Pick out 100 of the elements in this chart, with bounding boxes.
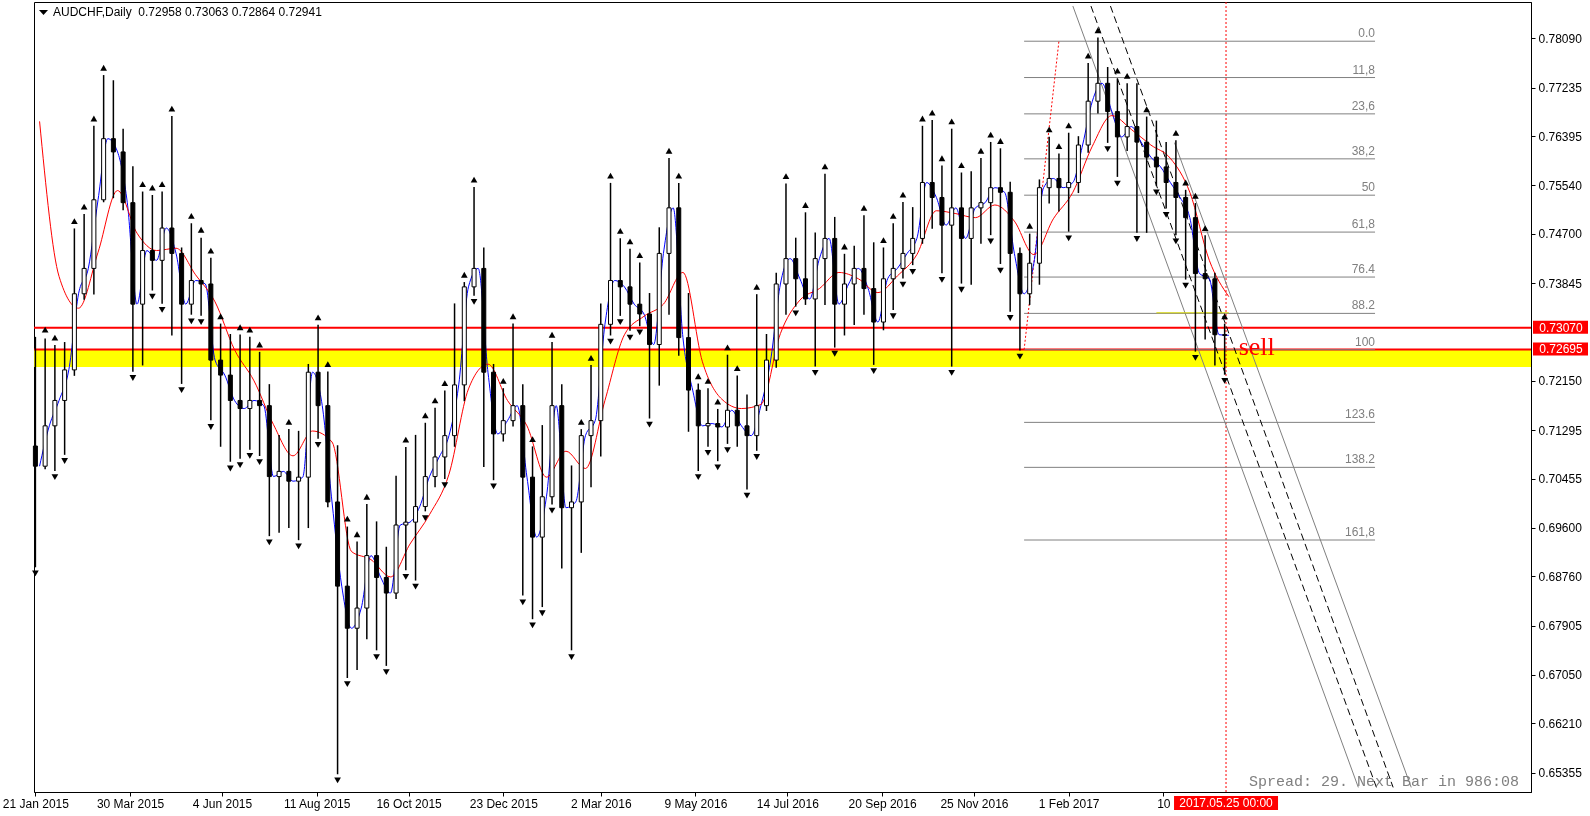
- x-tick-label: 9 May 2016: [664, 796, 728, 811]
- x-tick-label: 23 Dec 2015: [469, 796, 539, 811]
- candlestick: [997, 148, 1003, 264]
- y-tick-label: 0.73845: [1538, 276, 1583, 291]
- candlestick: [413, 434, 419, 581]
- ref-line-label: 0.73070: [1539, 320, 1584, 335]
- candlestick: [354, 541, 360, 670]
- series-label: 23,6: [1351, 98, 1376, 113]
- candlestick: [744, 394, 750, 490]
- candlestick: [734, 375, 740, 447]
- candlestick: [802, 212, 808, 305]
- y-tick-label: 0.69600: [1538, 521, 1583, 536]
- ref-line-label: 0.72695: [1539, 342, 1584, 357]
- candlestick: [1046, 136, 1052, 204]
- candlestick: [929, 120, 935, 229]
- candlestick: [1222, 323, 1228, 375]
- candlestick: [403, 446, 409, 571]
- candlestick: [1124, 83, 1130, 151]
- candlestick: [822, 173, 828, 305]
- candlestick: [1173, 140, 1179, 236]
- candlestick: [1066, 132, 1072, 232]
- candlestick: [286, 429, 292, 529]
- candlestick: [237, 334, 243, 459]
- x-tick-label: 11 Aug 2015: [283, 796, 351, 811]
- candlestick: [910, 207, 916, 266]
- series-label: 123.6: [1345, 407, 1376, 422]
- x-tick-label: 25 Nov 2016: [940, 796, 1009, 811]
- y-tick-label: 0.65355: [1538, 766, 1583, 781]
- x-tick-label: 4 Jun 2015: [192, 796, 253, 811]
- candlestick: [247, 336, 253, 450]
- candlestick: [510, 323, 516, 427]
- y-tick-label: 0.72150: [1538, 374, 1583, 389]
- y-tick-label: 0.75540: [1538, 178, 1583, 193]
- x-tick-label: 30 Mar 2015: [96, 796, 165, 811]
- candlestick: [617, 238, 623, 316]
- candlestick: [374, 521, 380, 651]
- candlestick: [1134, 83, 1140, 233]
- candlestick: [110, 80, 116, 199]
- ref-line-label: 2017.05.25 00:00: [1179, 796, 1274, 810]
- candlestick: [276, 434, 282, 533]
- series-label: 76.4: [1351, 262, 1376, 277]
- candlestick: [198, 237, 204, 316]
- candlestick: [1144, 116, 1150, 233]
- series-label: 100: [1355, 334, 1376, 349]
- candlestick: [705, 388, 711, 447]
- candlestick: [861, 215, 867, 315]
- x-tick-label: 1 Feb 2017: [1038, 796, 1100, 811]
- candlestick: [841, 253, 847, 336]
- series-label: 138.2: [1345, 452, 1376, 467]
- candlestick: [500, 388, 506, 442]
- candlestick: [432, 407, 438, 488]
- candlestick: [1153, 120, 1159, 187]
- series-label: 161,8: [1345, 525, 1376, 540]
- x-tick-label: 2 Mar 2016: [570, 796, 632, 811]
- candlestick: [188, 223, 194, 315]
- candlestick: [949, 128, 955, 367]
- series-label: 88.2: [1351, 298, 1376, 313]
- candlestick: [296, 430, 302, 541]
- candlestick: [471, 186, 477, 296]
- candlestick: [257, 351, 263, 456]
- chart-title: AUDCHF,Daily 0.72958 0.73063 0.72864 0.72941: [53, 5, 322, 19]
- x-tick-label: 10: [1157, 796, 1171, 811]
- candlestick: [442, 390, 448, 480]
- candlestick: [383, 546, 389, 666]
- candlestick: [724, 354, 730, 444]
- y-tick-label: 0.74700: [1538, 227, 1583, 242]
- candlestick: [1056, 153, 1062, 212]
- candlestick: [1202, 235, 1208, 340]
- candlestick: [900, 201, 906, 279]
- candlestick: [218, 323, 224, 447]
- candlestick: [988, 141, 994, 236]
- series-label: 38,2: [1351, 143, 1376, 158]
- series-label: 61,8: [1351, 217, 1376, 232]
- y-tick-label: 0.67050: [1538, 668, 1583, 683]
- candlestick: [890, 223, 896, 311]
- series-label: 11,8: [1352, 62, 1376, 77]
- series-label: 0.0: [1358, 26, 1376, 41]
- candlestick: [1163, 141, 1169, 209]
- candlestick: [588, 365, 594, 488]
- x-tick-label: 20 Sep 2016: [848, 796, 917, 811]
- x-tick-label: 14 Jul 2016: [756, 796, 820, 811]
- y-tick-label: 0.67905: [1538, 619, 1583, 634]
- candlestick: [149, 195, 155, 291]
- series-label: 50: [1361, 180, 1376, 195]
- candlestick: [978, 158, 984, 244]
- candlestick: [1183, 189, 1189, 280]
- x-tick-label: 16 Oct 2015: [376, 796, 443, 811]
- candlestick: [851, 245, 857, 326]
- y-tick-label: 0.77235: [1538, 81, 1583, 96]
- candlestick: [715, 408, 721, 462]
- y-tick-label: 0.68760: [1538, 569, 1583, 584]
- y-tick-label: 0.78090: [1538, 31, 1583, 46]
- candlestick: [627, 248, 633, 331]
- candlestick: [793, 237, 799, 307]
- y-tick-label: 0.76395: [1538, 129, 1583, 144]
- y-tick-label: 0.70455: [1538, 472, 1583, 487]
- x-tick-label: 21 Jan 2015: [2, 796, 70, 811]
- candlestick: [637, 262, 643, 327]
- y-tick-label: 0.66210: [1538, 716, 1583, 731]
- candlestick: [1095, 37, 1101, 114]
